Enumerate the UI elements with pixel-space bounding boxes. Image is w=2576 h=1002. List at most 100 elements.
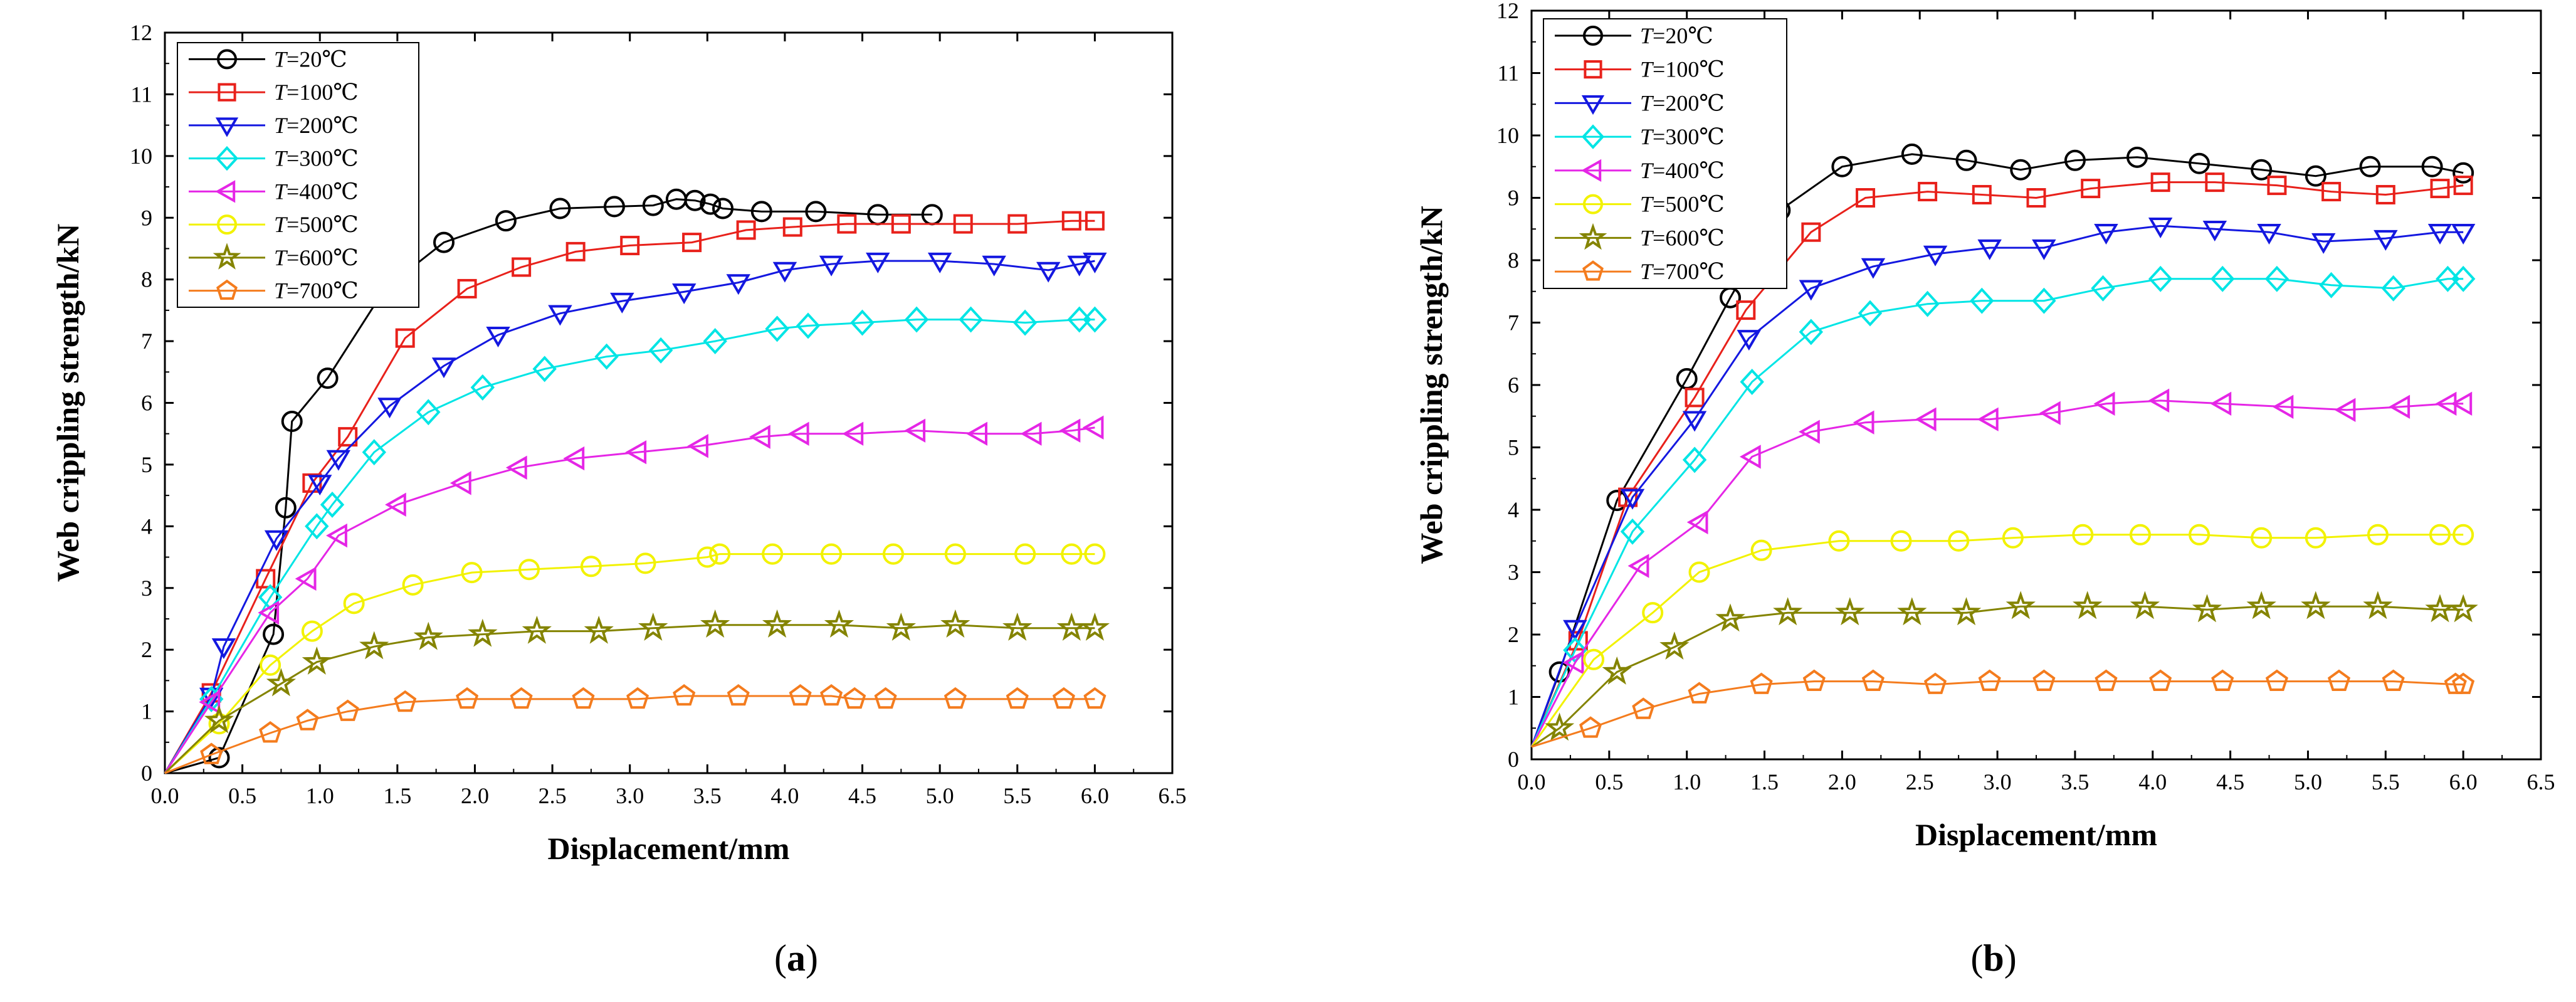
- data-point: [1627, 554, 1649, 578]
- data-point: [2382, 669, 2405, 691]
- data-point: [805, 201, 827, 223]
- legend-marker: [217, 214, 237, 235]
- data-point: [2451, 265, 2476, 292]
- y-tick-label: 3: [1508, 560, 1519, 585]
- x-tick-label: 2.0: [1828, 769, 1856, 794]
- legend-label-value: =700℃: [1653, 259, 1725, 284]
- data-point: [1972, 185, 1992, 205]
- legend-label-value: =500℃: [287, 212, 359, 237]
- data-point: [2421, 156, 2443, 177]
- data-point: [199, 690, 221, 715]
- data-point: [2311, 233, 2336, 254]
- legend-label-var: T: [274, 245, 288, 270]
- data-point: [1715, 603, 1745, 632]
- data-point: [2305, 527, 2326, 549]
- series-T=500℃: [1530, 524, 2474, 747]
- data-point: [953, 214, 973, 234]
- data-point: [2381, 275, 2405, 302]
- x-tick-label: 3.5: [693, 783, 722, 808]
- x-tick-label: 5.0: [926, 783, 954, 808]
- data-point: [874, 687, 897, 709]
- data-point: [512, 257, 532, 277]
- legend-marker: [213, 243, 241, 270]
- data-point: [1061, 543, 1083, 565]
- data-point: [456, 687, 479, 709]
- data-point: [336, 699, 359, 721]
- data-point: [594, 343, 619, 370]
- data-point: [2148, 218, 2173, 238]
- series-line: [164, 695, 1095, 774]
- data-point: [1739, 445, 1761, 469]
- legend-label-var: T: [1640, 259, 1654, 284]
- data-point: [486, 327, 510, 347]
- data-point: [395, 328, 415, 348]
- data-point: [305, 513, 329, 540]
- data-point: [317, 367, 339, 389]
- panel-label: (a): [774, 937, 818, 979]
- data-point: [1799, 280, 1824, 301]
- series-line: [164, 260, 1095, 774]
- data-point: [548, 305, 572, 326]
- data-point: [762, 543, 784, 565]
- data-point: [308, 475, 332, 496]
- y-tick-label: 11: [130, 82, 152, 107]
- data-point: [2429, 524, 2451, 546]
- data-point: [461, 562, 483, 584]
- data-point: [1007, 214, 1028, 234]
- chart-panel-a: 0.0 0.5 1.0 1.5 2.0 2.5 3.0 3.5 4.0 4.5 5.0 5.5 6.0 6…: [50, 20, 1187, 979]
- y-axis-label: Web crippling strength/kN: [50, 224, 85, 582]
- data-point: [2189, 524, 2211, 546]
- data-point: [2002, 527, 2024, 549]
- series-line: [164, 219, 1095, 774]
- data-point: [1897, 597, 1927, 626]
- x-tick-label: 6.0: [2449, 769, 2478, 794]
- data-point: [1977, 407, 1999, 431]
- data-point: [326, 450, 351, 471]
- data-point: [787, 421, 809, 446]
- legend-label-value: =200℃: [1653, 90, 1725, 115]
- data-point: [642, 194, 664, 216]
- data-point: [495, 210, 517, 232]
- series-line: [1530, 399, 2464, 747]
- y-tick-label: 8: [1508, 248, 1519, 273]
- y-tick-label: 9: [141, 205, 152, 230]
- legend-marker: [1579, 223, 1607, 250]
- data-point: [510, 687, 533, 709]
- y-tick-label: 7: [1508, 310, 1519, 335]
- y-tick-label: 3: [141, 576, 152, 601]
- data-point: [2367, 524, 2389, 546]
- data-point: [1545, 712, 1575, 741]
- data-point: [2189, 152, 2211, 174]
- legend-marker: [215, 145, 239, 171]
- y-tick-label: 2: [141, 637, 152, 662]
- legend-label-var: T: [1640, 90, 1654, 115]
- data-point: [2130, 591, 2160, 620]
- data-point: [301, 620, 323, 642]
- data-point: [2451, 224, 2476, 245]
- data-point: [820, 684, 843, 706]
- data-point: [2452, 162, 2474, 184]
- legend: T=20℃T=100℃T=200℃T=300℃T=400℃T=500℃T=600…: [177, 42, 419, 308]
- legend-marker: [1582, 260, 1604, 281]
- x-tick-label: 2.0: [461, 783, 489, 808]
- legend-label: T=100℃: [1640, 57, 1725, 82]
- data-point: [1831, 156, 1853, 177]
- data-point: [1750, 539, 1772, 561]
- data-point: [886, 612, 917, 641]
- data-point: [416, 399, 441, 426]
- data-point: [2148, 388, 2170, 413]
- data-point: [2375, 185, 2395, 205]
- panel-label-letter: b: [1983, 937, 2004, 979]
- x-tick-label: 4.0: [2138, 769, 2167, 794]
- data-point: [522, 615, 552, 644]
- data-point: [532, 356, 557, 382]
- data-point: [2305, 165, 2326, 187]
- data-point: [1948, 530, 1970, 552]
- data-point: [2202, 221, 2227, 241]
- data-point: [697, 546, 718, 568]
- data-point: [682, 233, 702, 253]
- series-line: [1530, 534, 2464, 747]
- data-point: [603, 196, 625, 218]
- data-point: [1750, 672, 1773, 694]
- data-point: [772, 261, 797, 283]
